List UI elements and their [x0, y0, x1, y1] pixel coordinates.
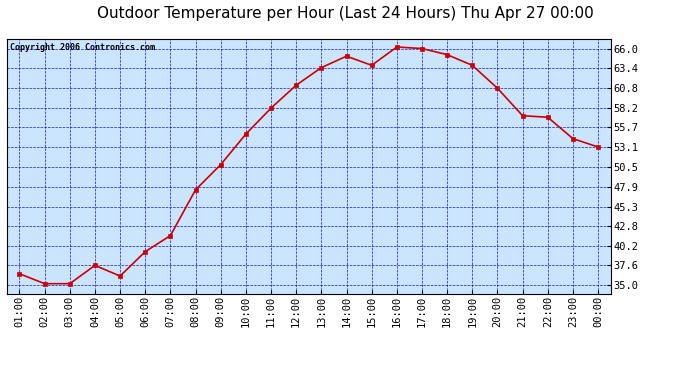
- Text: Copyright 2006 Contronics.com: Copyright 2006 Contronics.com: [10, 43, 155, 52]
- Text: Outdoor Temperature per Hour (Last 24 Hours) Thu Apr 27 00:00: Outdoor Temperature per Hour (Last 24 Ho…: [97, 6, 593, 21]
